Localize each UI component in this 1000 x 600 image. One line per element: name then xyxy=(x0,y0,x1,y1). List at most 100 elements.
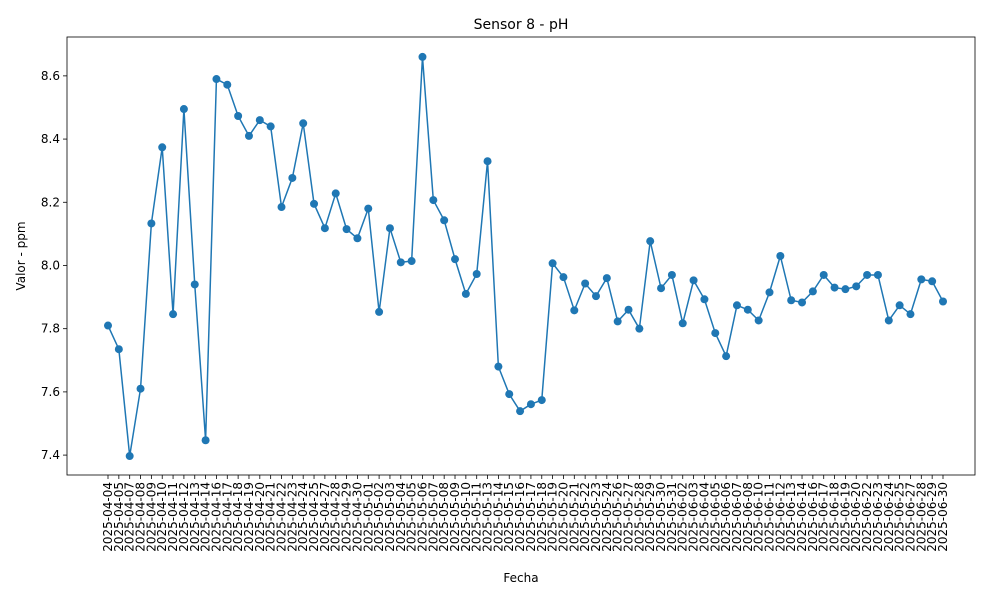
x-tick-label: 2025-04-18 xyxy=(231,482,245,552)
y-tick-label: 7.8 xyxy=(41,322,60,336)
point xyxy=(190,280,199,289)
point xyxy=(635,324,644,333)
point xyxy=(939,297,947,306)
point xyxy=(657,284,666,293)
x-tick-label: 2025-04-13 xyxy=(188,482,202,552)
point xyxy=(863,270,872,279)
x-tick-label: 2025-04-17 xyxy=(220,482,234,552)
x-tick-label: 2025-05-13 xyxy=(481,482,495,552)
point xyxy=(917,275,926,284)
point xyxy=(895,301,904,310)
point xyxy=(700,295,709,304)
x-tick-label: 2025-06-10 xyxy=(752,482,766,552)
y-axis-label: Valor - ppm xyxy=(14,221,28,290)
y-tick-label: 7.4 xyxy=(41,448,60,462)
point xyxy=(429,196,438,205)
x-tick-label: 2025-05-08 xyxy=(437,482,451,552)
point xyxy=(342,225,351,234)
x-tick-label: 2025-05-11 xyxy=(470,482,484,552)
x-tick-label: 2025-06-27 xyxy=(903,482,917,552)
point xyxy=(385,224,394,233)
x-tick-label: 2025-06-24 xyxy=(882,482,896,552)
x-tick-label: 2025-06-08 xyxy=(741,482,755,552)
point xyxy=(765,288,774,297)
x-tick-label: 2025-04-25 xyxy=(307,482,321,552)
point xyxy=(559,273,568,282)
point xyxy=(505,390,514,399)
point xyxy=(310,199,319,208)
x-tick-label: 2025-05-28 xyxy=(632,482,646,552)
x-tick-label: 2025-06-06 xyxy=(719,482,733,552)
y-tick-label: 8.0 xyxy=(41,258,60,272)
point xyxy=(179,105,188,114)
x-tick-label: 2025-04-09 xyxy=(144,482,158,552)
point xyxy=(461,289,470,298)
point xyxy=(223,80,232,89)
point xyxy=(537,396,546,405)
x-tick-label: 2025-04-10 xyxy=(155,482,169,552)
x-tick-label: 2025-05-20 xyxy=(556,482,570,552)
point xyxy=(602,274,611,283)
point xyxy=(277,203,286,212)
point xyxy=(375,307,384,316)
y-tick-label: 8.4 xyxy=(41,132,60,146)
x-tick-label: 2025-04-11 xyxy=(166,482,180,552)
point xyxy=(787,296,796,305)
x-tick-label: 2025-06-29 xyxy=(925,482,939,552)
point xyxy=(667,270,676,279)
x-tick-label: 2025-05-19 xyxy=(546,482,560,552)
point xyxy=(396,258,405,267)
y-tick-label: 7.6 xyxy=(41,385,60,399)
point xyxy=(852,282,861,291)
point xyxy=(353,234,362,243)
x-tick-label: 2025-06-05 xyxy=(708,482,722,552)
x-tick-label: 2025-04-16 xyxy=(209,482,223,552)
x-tick-label: 2025-05-24 xyxy=(600,482,614,552)
x-axis-label: Fecha xyxy=(503,571,538,585)
y-tick-label: 8.2 xyxy=(41,195,60,209)
x-tick-label: 2025-05-04 xyxy=(394,482,408,552)
point xyxy=(570,306,579,315)
x-tick-label: 2025-06-16 xyxy=(806,482,820,552)
point xyxy=(212,75,221,84)
point xyxy=(808,287,817,296)
x-tick-label: 2025-05-21 xyxy=(567,482,581,552)
point xyxy=(320,224,329,233)
point xyxy=(754,316,763,325)
point xyxy=(418,52,427,61)
x-tick-label: 2025-06-25 xyxy=(893,482,907,552)
x-tick-label: 2025-04-05 xyxy=(112,482,126,552)
point xyxy=(613,317,622,326)
x-tick-label: 2025-05-30 xyxy=(654,482,668,552)
point xyxy=(591,292,600,301)
x-tick-label: 2025-04-19 xyxy=(242,482,256,552)
plot-frame xyxy=(66,36,976,476)
x-tick-label: 2025-05-17 xyxy=(524,482,538,552)
point xyxy=(125,452,134,461)
x-tick-label: 2025-04-07 xyxy=(123,482,137,552)
x-tick-label: 2025-06-02 xyxy=(676,482,690,552)
point xyxy=(136,384,145,393)
x-tick-label: 2025-04-20 xyxy=(253,482,267,552)
point xyxy=(104,321,112,330)
x-tick-label: 2025-06-20 xyxy=(849,482,863,552)
point xyxy=(884,316,893,325)
x-tick-label: 2025-05-27 xyxy=(622,482,636,552)
point xyxy=(244,131,253,140)
point xyxy=(451,255,460,264)
point xyxy=(472,270,481,279)
x-tick-label: 2025-04-24 xyxy=(296,482,310,552)
x-tick-label: 2025-05-02 xyxy=(372,482,386,552)
point xyxy=(841,285,850,294)
point xyxy=(678,319,687,328)
x-tick-label: 2025-04-08 xyxy=(134,482,148,552)
point xyxy=(483,157,492,166)
x-tick-label: 2025-05-16 xyxy=(513,482,527,552)
point xyxy=(819,270,828,279)
point xyxy=(201,436,210,445)
x-tick-label: 2025-04-04 xyxy=(101,482,115,552)
x-tick-label: 2025-06-04 xyxy=(697,482,711,552)
x-tick-label: 2025-04-21 xyxy=(264,482,278,552)
x-tick-label: 2025-05-06 xyxy=(415,482,429,552)
